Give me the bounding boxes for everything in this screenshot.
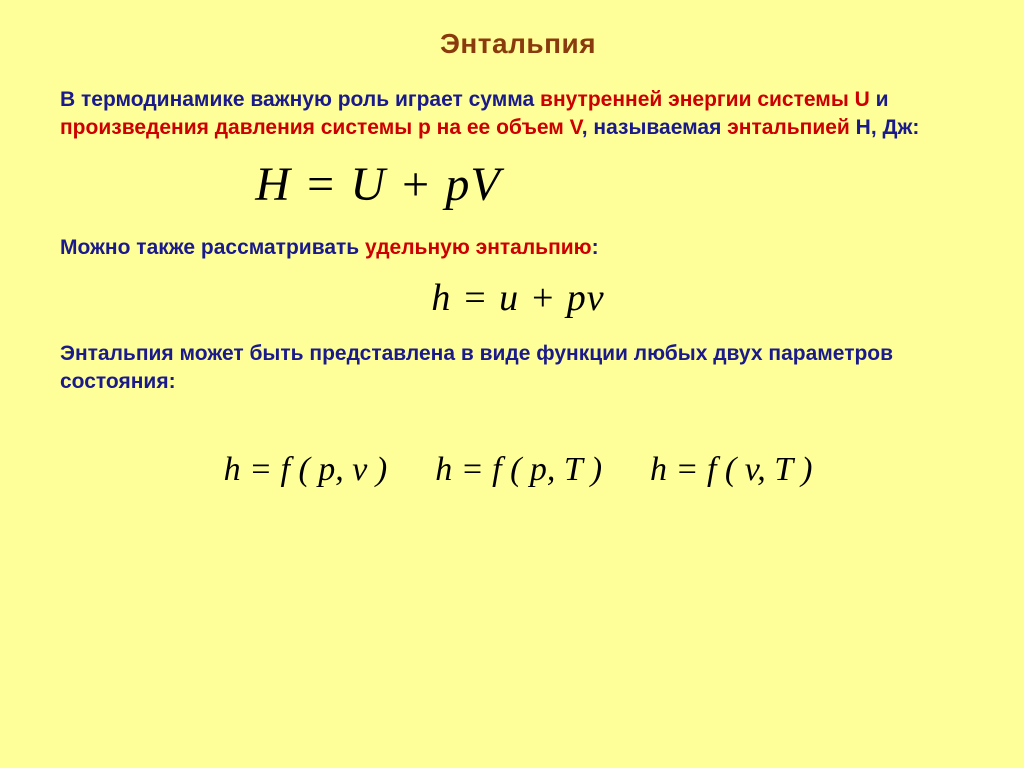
highlight-enthalpy: энтальпией [727,116,850,139]
equation-text: H = U + pV [255,158,500,211]
equation-fn-vT: h = f ( v, T ) [650,451,812,489]
equation-main: H = U + pV [60,157,976,212]
highlight-specific-enthalpy: удельную энтальпию [365,236,592,259]
equation-specific: h = u + pv [60,276,976,320]
paragraph-2: Можно также рассматривать удельную энтал… [60,234,976,262]
slide: Энтальпия В термодинамике важную роль иг… [0,0,1024,768]
paragraph-3: Энтальпия может быть представлена в виде… [60,340,976,397]
equation-text: h = u + pv [431,277,604,319]
highlight-pressure-volume: произведения давления системы p на ее об… [60,116,582,139]
equation-fn-pv: h = f ( p, v ) [224,451,388,489]
text: и [870,88,889,111]
equation-fn-pT: h = f ( p, T ) [435,451,602,489]
text: , называемая [582,116,727,139]
paragraph-1: В термодинамике важную роль играет сумма… [60,86,976,143]
text: В термодинамике важную роль играет сумма [60,88,540,111]
text: H, Дж: [850,116,920,139]
text: Можно также рассматривать [60,236,365,259]
highlight-internal-energy: внутренней энергии системы U [540,88,870,111]
page-title: Энтальпия [60,28,976,60]
equation-row: h = f ( p, v ) h = f ( p, T ) h = f ( v,… [60,451,976,489]
text: : [592,236,599,259]
